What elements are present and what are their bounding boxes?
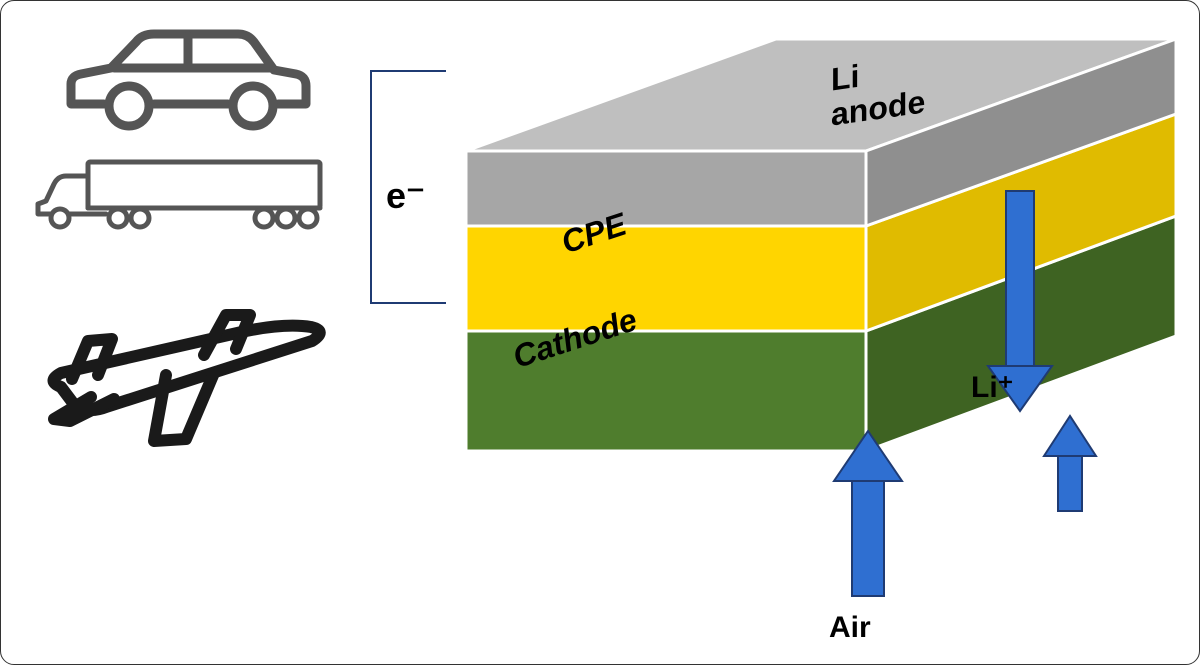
anode-label: Li anode bbox=[831, 49, 925, 133]
electron-label-right: e⁻ bbox=[981, 521, 1014, 554]
diagram-stage: e⁻ bbox=[0, 0, 1200, 665]
air-label: Air bbox=[829, 611, 871, 644]
electron-label-left: e⁻ bbox=[386, 176, 425, 216]
anode-front2 bbox=[466, 151, 866, 226]
li-plus-label: Li⁺ bbox=[971, 371, 1014, 404]
car-icon bbox=[56, 26, 316, 131]
airplane-icon bbox=[36, 301, 331, 451]
truck-icon bbox=[26, 156, 326, 241]
cpe-front2 bbox=[466, 226, 866, 331]
